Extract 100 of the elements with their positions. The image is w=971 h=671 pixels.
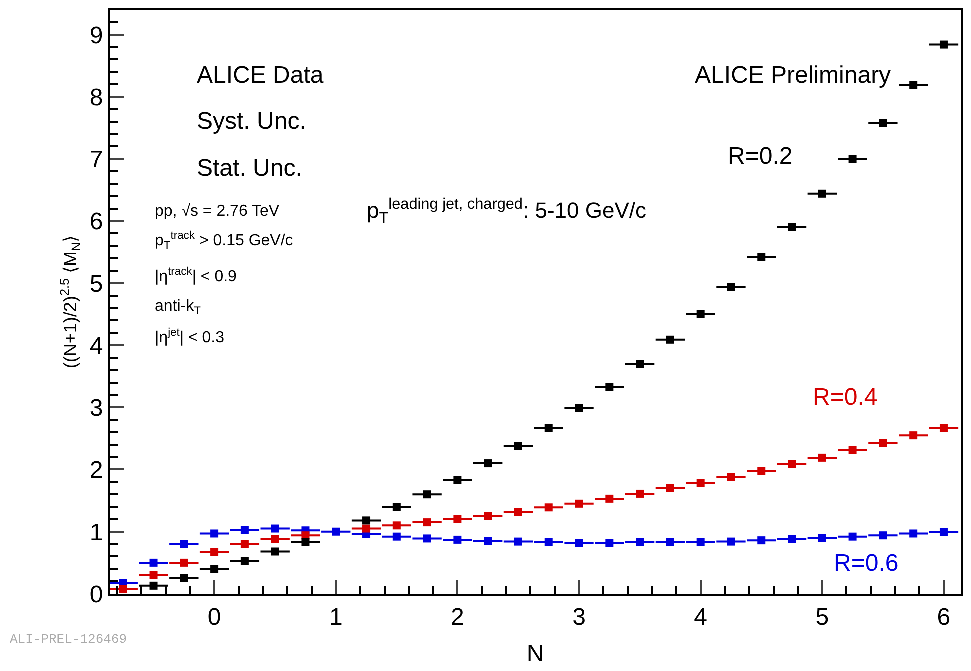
point — [544, 424, 553, 432]
annotation: anti-k$_{T}$ — [155, 298, 202, 318]
point — [848, 446, 857, 454]
point — [514, 538, 522, 546]
point — [362, 516, 371, 525]
point — [910, 530, 918, 538]
point — [788, 223, 796, 232]
point — [910, 432, 918, 440]
point — [940, 424, 948, 432]
point — [362, 524, 371, 533]
point — [818, 454, 826, 462]
point — [271, 548, 280, 556]
point — [727, 538, 736, 546]
y-tick-label: 8 — [90, 84, 104, 112]
point — [666, 538, 674, 546]
point — [514, 508, 522, 516]
point — [788, 535, 796, 544]
point — [484, 512, 492, 520]
point — [818, 190, 826, 198]
annotation: pp, √s = 2.76 TeV — [155, 203, 280, 220]
point — [240, 540, 249, 548]
point — [392, 522, 401, 530]
point — [544, 538, 553, 546]
x-tick-label: 4 — [694, 604, 708, 631]
point — [636, 538, 644, 546]
point — [514, 442, 522, 450]
y-tick-label: 3 — [90, 395, 104, 422]
point — [180, 574, 188, 582]
point — [666, 336, 674, 344]
point — [696, 310, 705, 318]
point — [606, 539, 614, 548]
point — [788, 460, 796, 468]
point — [575, 404, 584, 412]
point — [150, 558, 158, 567]
point — [727, 283, 736, 292]
point — [879, 439, 888, 448]
y-tick-label: 1 — [90, 519, 104, 546]
annotation: ALICE Data — [197, 62, 324, 89]
point — [879, 532, 888, 540]
point — [575, 500, 584, 508]
point — [454, 476, 462, 484]
point — [392, 503, 401, 512]
legend-label: R=0.2 — [728, 143, 793, 170]
point — [696, 538, 705, 546]
y-tick-label: 6 — [90, 208, 104, 236]
point — [848, 155, 857, 164]
y-tick-label: 2 — [90, 457, 104, 484]
point — [484, 537, 492, 546]
x-tick-label: 2 — [451, 604, 464, 631]
point — [240, 526, 249, 534]
point — [758, 536, 766, 545]
point — [271, 535, 280, 544]
text: ALI-PREL-126469 — [10, 632, 128, 647]
point — [544, 504, 553, 512]
point — [423, 490, 432, 499]
point — [848, 532, 857, 541]
point — [454, 536, 462, 544]
point — [271, 524, 280, 533]
point — [150, 571, 158, 580]
point — [210, 565, 219, 574]
annotation: p$_{T}$$^{leading jet, charged}$: 5-10 GeV/c — [367, 196, 647, 227]
point — [940, 40, 948, 49]
point — [119, 585, 128, 594]
y-tick-label: 9 — [90, 22, 104, 50]
point — [210, 548, 219, 556]
x-tick-label: 6 — [937, 604, 951, 631]
y-tick-label: 7 — [90, 146, 104, 174]
point — [879, 119, 888, 128]
point — [940, 528, 948, 536]
annotation: ALICE Preliminary — [695, 62, 892, 89]
annotation: Syst. Unc. — [197, 108, 306, 135]
point — [240, 557, 249, 566]
point — [818, 534, 826, 542]
annotation: p$_{T}$$^{track}$ > 0.15 GeV/c — [155, 230, 294, 252]
point — [696, 479, 705, 488]
point — [180, 540, 188, 548]
point — [392, 532, 401, 541]
x-axis-title: N — [526, 640, 544, 668]
point — [180, 558, 188, 567]
series-label: R=0.4 — [813, 384, 878, 411]
point — [454, 515, 462, 524]
point — [423, 534, 432, 543]
annotation: |η$^{jet}$| < 0.3 — [155, 327, 225, 347]
y-tick-label: 4 — [90, 332, 104, 360]
x-tick-label: 1 — [329, 604, 343, 631]
point — [575, 539, 584, 548]
x-tick-label: 3 — [572, 604, 586, 631]
point — [606, 383, 614, 392]
y-tick-label: 0 — [90, 581, 104, 608]
point — [332, 528, 340, 536]
point — [423, 518, 432, 527]
point — [210, 530, 219, 538]
point — [727, 473, 736, 482]
point — [150, 582, 158, 590]
point — [758, 466, 766, 475]
point — [636, 360, 644, 368]
point — [758, 253, 766, 262]
point — [302, 538, 310, 546]
annotation: Stat. Unc. — [197, 155, 302, 182]
point — [910, 81, 918, 90]
